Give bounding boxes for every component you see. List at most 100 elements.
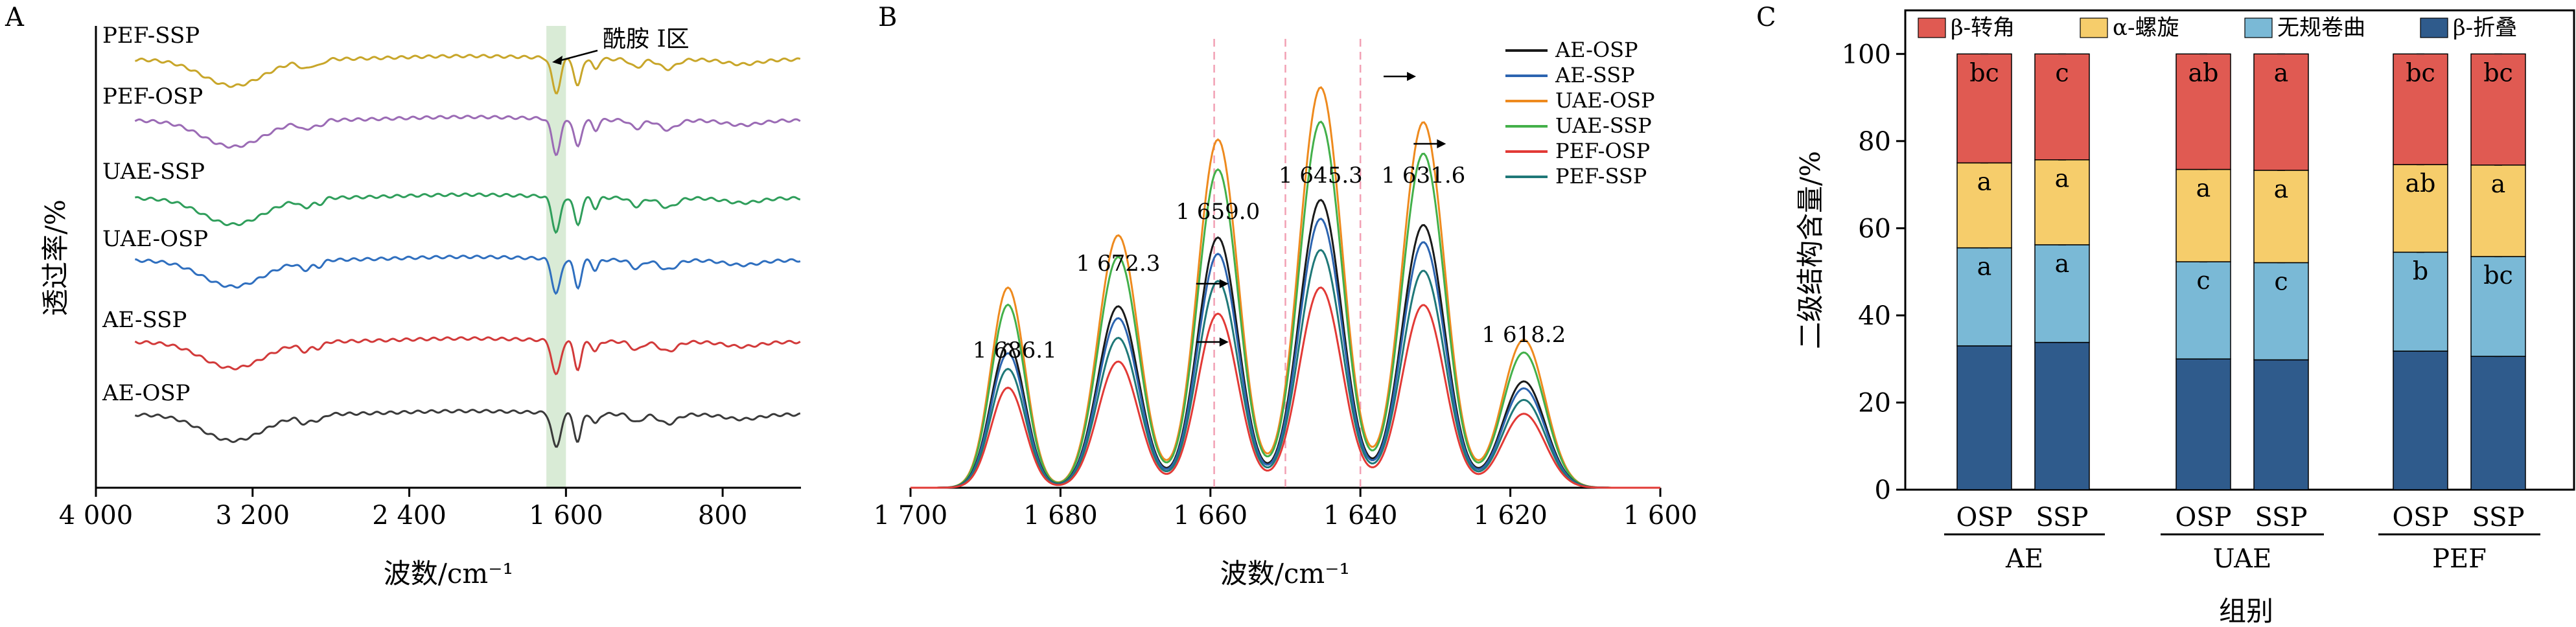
x-tick-label: 800 [698, 501, 747, 530]
series-label: UAE-SSP [102, 159, 205, 185]
bar-segment-sheet [1956, 345, 2012, 490]
significance-letter: a [2274, 175, 2289, 203]
significance-letter: a [2491, 170, 2506, 198]
shift-arrowhead [1219, 279, 1229, 288]
panel-b-shift-arrows [1196, 72, 1446, 347]
y-tick-label: 0 [1875, 475, 1891, 505]
category-label: SSP [2255, 503, 2307, 532]
bar-segment-random [1956, 247, 2012, 347]
bar-segment-helix [2393, 164, 2448, 253]
spectrum-pef-ssp [135, 54, 801, 95]
panel-label-c: C [1756, 3, 1776, 32]
significance-letter: c [2274, 268, 2288, 296]
significance-letter: a [1977, 167, 1992, 196]
category-label: OSP [2392, 503, 2448, 532]
significance-letter: c [2055, 58, 2069, 87]
panel-c-x-label: 组别 [2219, 595, 2273, 627]
shift-arrowhead [1219, 337, 1229, 347]
panel-a-spectra [134, 54, 801, 448]
category-label: OSP [2175, 503, 2231, 532]
panel-c-y-ticks: 0 20 40 60 80 100 [1842, 40, 1905, 505]
bar-segment-turn [2470, 53, 2526, 166]
spectrum-ae-ssp [911, 218, 1660, 489]
x-tick-label: 1 600 [1623, 501, 1698, 530]
x-tick-label: 3 200 [216, 501, 290, 530]
bar-segment-turn [2393, 53, 2448, 165]
legend-swatch [2244, 17, 2273, 38]
category-label: SSP [2472, 503, 2524, 532]
significance-letter: a [2055, 249, 2070, 278]
panel-c-bars [1956, 53, 2526, 490]
legend-label: 无规卷曲 [2277, 15, 2365, 41]
bar-segment-sheet [2176, 358, 2231, 490]
category-label: SSP [2036, 503, 2088, 532]
spectrum-pef-ssp [911, 249, 1660, 489]
panel-b-amide-i-spectra: 1 700 1 680 1 660 1 640 1 620 1 600 1 686.11 … [874, 38, 1698, 589]
bar-segment-random [2470, 256, 2526, 357]
legend-label: PEF-SSP [1555, 164, 1647, 188]
legend-label: PEF-OSP [1555, 139, 1650, 163]
significance-letter: bc [2483, 58, 2513, 87]
bar-segment-helix [2034, 159, 2090, 245]
x-tick-label: 4 000 [59, 501, 133, 530]
annotation-arrow [558, 49, 598, 62]
legend-label: UAE-SSP [1555, 113, 1652, 138]
legend-label: β-转角 [1951, 15, 2015, 41]
series-label: PEF-OSP [102, 84, 203, 109]
panel-b-guide-lines [1213, 39, 1362, 488]
peak-label: 1 672.3 [1076, 251, 1161, 277]
panel-label-a: A [5, 3, 25, 32]
panel-a-ftir-spectra: 4 000 3 200 2 400 1 600 800 AE-OSP AE-SSP UAE-… [40, 23, 801, 589]
bar-segment-helix [2176, 168, 2231, 262]
x-tick-label: 1 640 [1323, 501, 1398, 530]
peak-label: 1 686.1 [973, 337, 1057, 363]
x-tick-label: 1 600 [529, 501, 603, 530]
x-tick-label: 1 620 [1473, 501, 1548, 530]
spectrum-ae-osp [134, 409, 801, 448]
bar-segment-sheet [2470, 356, 2526, 490]
bar-segment-helix [2470, 165, 2526, 257]
significance-letter: bc [1969, 58, 1999, 87]
spectrum-pef-osp [134, 115, 801, 157]
group-label: PEF [2432, 544, 2487, 574]
legend-swatch [2080, 17, 2108, 38]
amide-band-highlight [546, 26, 566, 488]
bar-segment-turn [2176, 53, 2231, 170]
spectrum-uae-ssp [911, 120, 1660, 489]
spectrum-pef-osp [911, 286, 1660, 489]
y-tick-label: 20 [1858, 388, 1891, 418]
x-tick-label: 1 660 [1174, 501, 1248, 530]
panel-c-x-labels: OSP SSP OSP SSP OSP SSP AE UAE PEF [1944, 503, 2540, 574]
significance-letter: ab [2406, 169, 2436, 198]
significance-letter: bc [2406, 58, 2435, 87]
panel-b-x-ticks: 1 700 1 680 1 660 1 640 1 620 1 600 [874, 488, 1698, 530]
panel-a-annotation: 酰胺 Ⅰ区 [603, 26, 690, 52]
category-label: OSP [1956, 503, 2012, 532]
panel-label-b: B [878, 3, 897, 32]
spectrum-ae-ssp [134, 336, 801, 376]
shift-arrowhead [1407, 72, 1417, 81]
bar-segment-turn [2253, 53, 2309, 171]
x-tick-label: 1 700 [874, 501, 948, 530]
y-tick-label: 80 [1858, 127, 1891, 157]
y-tick-label: 100 [1842, 40, 1891, 69]
significance-letter: ab [2188, 58, 2219, 87]
peak-label: 1 659.0 [1176, 199, 1260, 225]
significance-letter: a [1977, 253, 1992, 281]
panel-b-x-label: 波数/cm⁻¹ [1220, 558, 1351, 589]
series-label: UAE-OSP [102, 226, 208, 252]
significance-letter: a [2196, 174, 2211, 203]
panel-c-frame [1904, 9, 2575, 491]
series-label: PEF-SSP [102, 23, 200, 49]
spectrum-uae-osp [135, 255, 801, 295]
bar-segment-random [2253, 262, 2309, 361]
series-label: AE-SSP [102, 307, 187, 333]
bar-segment-random [2393, 251, 2448, 352]
significance-letter: a [2055, 165, 2070, 193]
bar-segment-sheet [2253, 359, 2309, 490]
bar-segment-sheet [2393, 350, 2448, 490]
annotation-arrowhead [552, 56, 563, 65]
legend-swatch [1918, 17, 1946, 38]
